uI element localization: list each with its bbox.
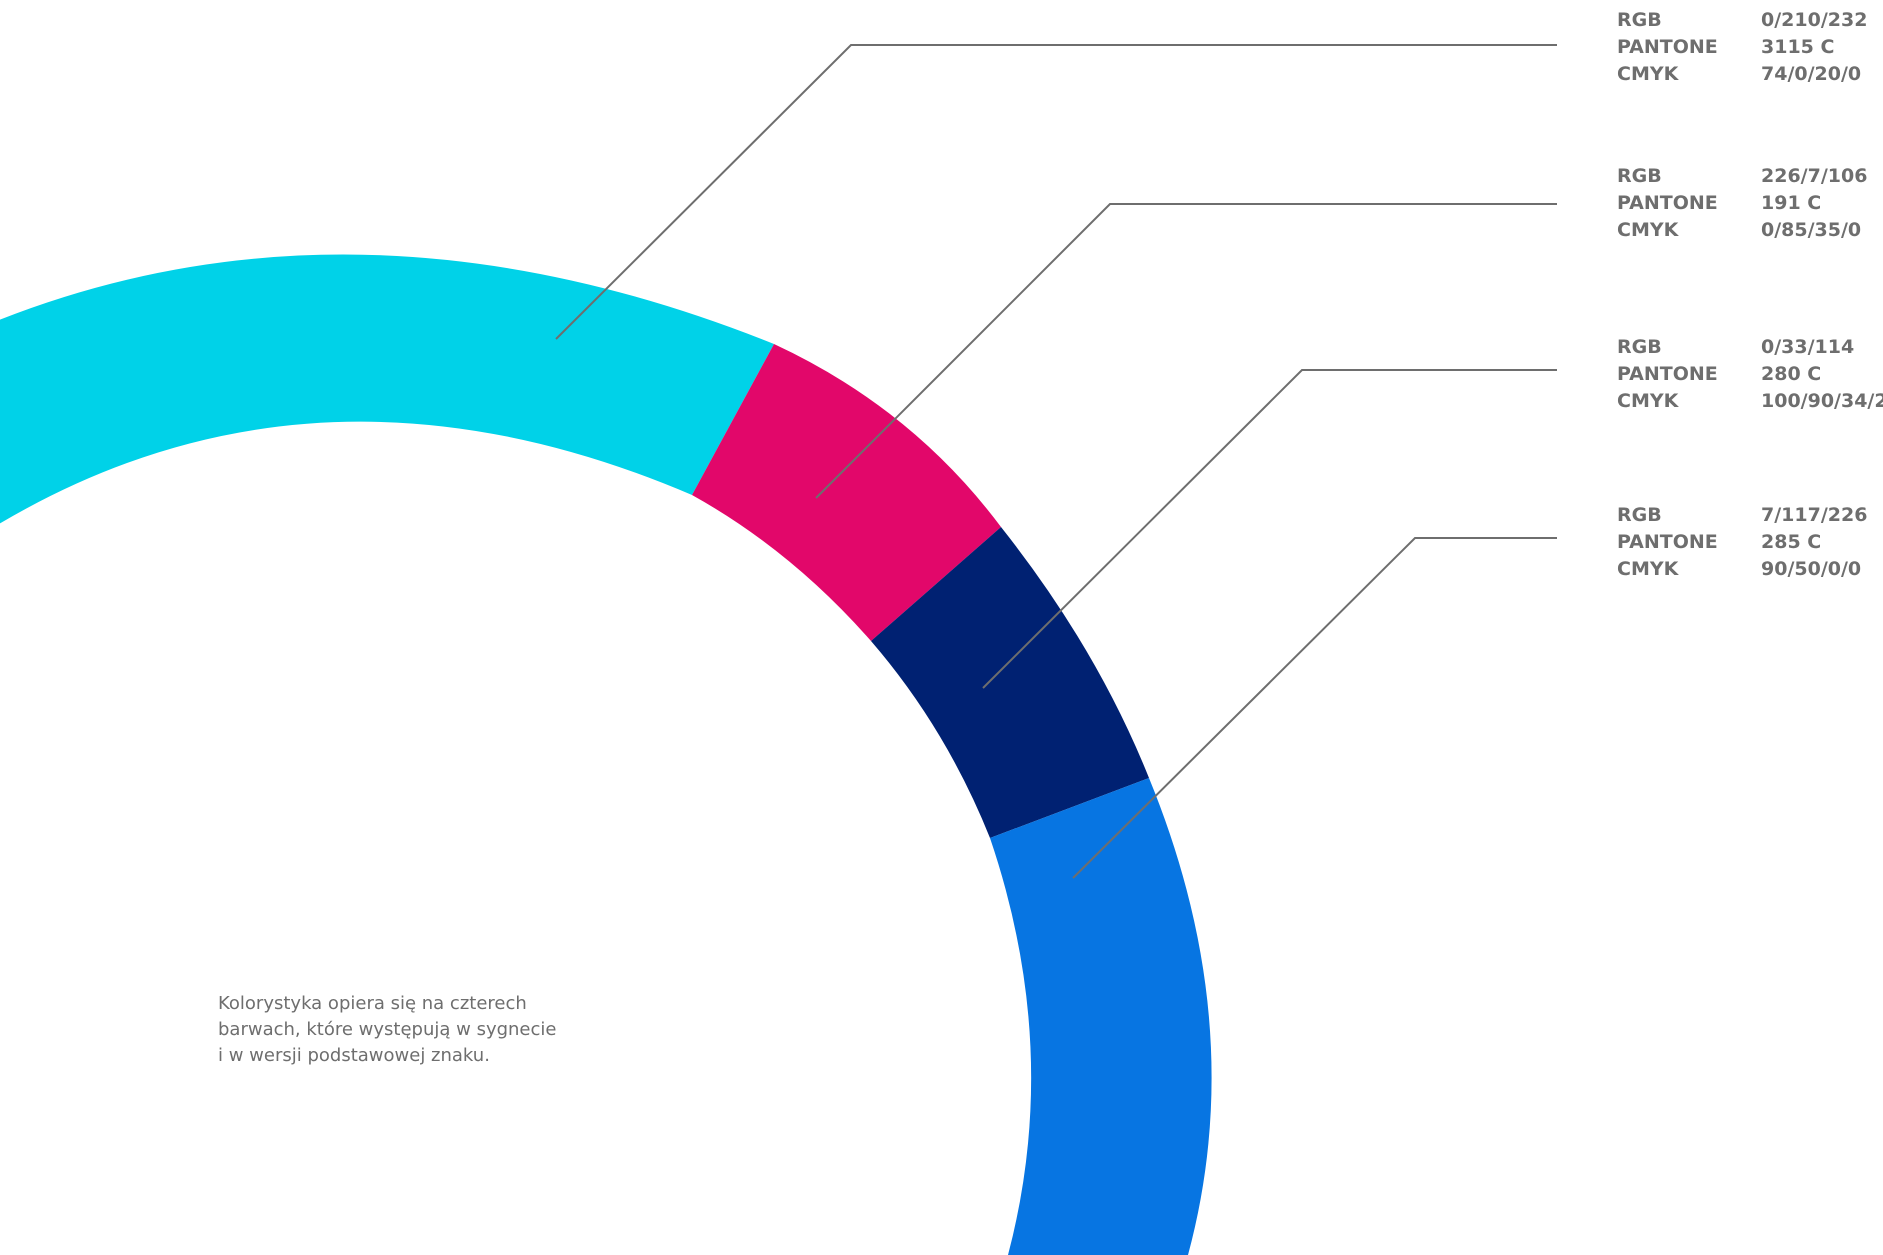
spec-row-rgb: RGB 0/210/232	[1617, 7, 1883, 34]
spec-row-pantone: PANTONE 280 C	[1617, 361, 1883, 388]
spec-row-pantone: PANTONE 285 C	[1617, 529, 1883, 556]
spec-label: PANTONE	[1617, 531, 1718, 553]
caption-line: i w wersji podstawowej znaku.	[218, 1045, 490, 1066]
spec-value: 0/33/114	[1761, 336, 1855, 358]
spec-row-rgb: RGB 0/33/114	[1617, 334, 1883, 361]
leader-line-magenta	[815, 203, 1557, 499]
color-spec-navy: RGB 0/33/114 PANTONE 280 C CMYK 100/90/3…	[1617, 334, 1883, 415]
leader-line-blue	[1072, 537, 1557, 879]
description-caption: Kolorystyka opiera się na czterech barwa…	[218, 991, 598, 1069]
spec-row-cmyk: CMYK 100/90/34/22	[1617, 388, 1883, 415]
spec-row-cmyk: CMYK 0/85/35/0	[1617, 217, 1883, 244]
spec-value: 90/50/0/0	[1761, 558, 1862, 580]
color-spec-magenta: RGB 226/7/106 PANTONE 191 C CMYK 0/85/35…	[1617, 163, 1883, 244]
spec-row-rgb: RGB 7/117/226	[1617, 502, 1883, 529]
spec-value: 191 C	[1761, 192, 1822, 214]
spec-row-rgb: RGB 226/7/106	[1617, 163, 1883, 190]
spec-row-cmyk: CMYK 74/0/20/0	[1617, 61, 1883, 88]
spec-label: CMYK	[1617, 63, 1679, 85]
spec-row-pantone: PANTONE 191 C	[1617, 190, 1883, 217]
spec-value: 280 C	[1761, 363, 1822, 385]
spec-row-cmyk: CMYK 90/50/0/0	[1617, 556, 1883, 583]
ring-segment-magenta	[692, 344, 1001, 641]
spec-label: RGB	[1617, 9, 1662, 31]
spec-label: CMYK	[1617, 558, 1679, 580]
spec-value: 74/0/20/0	[1761, 63, 1862, 85]
spec-value: 3115 C	[1761, 36, 1835, 58]
caption-line: Kolorystyka opiera się na czterech	[218, 993, 527, 1014]
spec-label: CMYK	[1617, 390, 1679, 412]
leader-line-navy	[982, 369, 1557, 689]
spec-value: 226/7/106	[1761, 165, 1868, 187]
caption-line: barwach, które występują w sygnecie	[218, 1019, 557, 1040]
color-spec-blue: RGB 7/117/226 PANTONE 285 C CMYK 90/50/0…	[1617, 502, 1883, 583]
spec-label: PANTONE	[1617, 363, 1718, 385]
color-spec-cyan: RGB 0/210/232 PANTONE 3115 C CMYK 74/0/2…	[1617, 7, 1883, 88]
ring-segments	[0, 254, 1212, 1255]
spec-label: CMYK	[1617, 219, 1679, 241]
spec-value: 7/117/226	[1761, 504, 1868, 526]
spec-value: 285 C	[1761, 531, 1822, 553]
spec-label: RGB	[1617, 336, 1662, 358]
ring-segment-blue	[990, 778, 1212, 1255]
spec-value: 100/90/34/22	[1761, 390, 1883, 412]
spec-value: 0/210/232	[1761, 9, 1868, 31]
ring-segment-cyan	[0, 254, 774, 524]
spec-label: RGB	[1617, 165, 1662, 187]
spec-value: 0/85/35/0	[1761, 219, 1862, 241]
spec-label: PANTONE	[1617, 36, 1718, 58]
leader-line-cyan	[555, 44, 1557, 340]
spec-label: RGB	[1617, 504, 1662, 526]
spec-label: PANTONE	[1617, 192, 1718, 214]
spec-row-pantone: PANTONE 3115 C	[1617, 34, 1883, 61]
leader-lines	[555, 44, 1557, 879]
ring-segment-navy	[871, 527, 1149, 838]
